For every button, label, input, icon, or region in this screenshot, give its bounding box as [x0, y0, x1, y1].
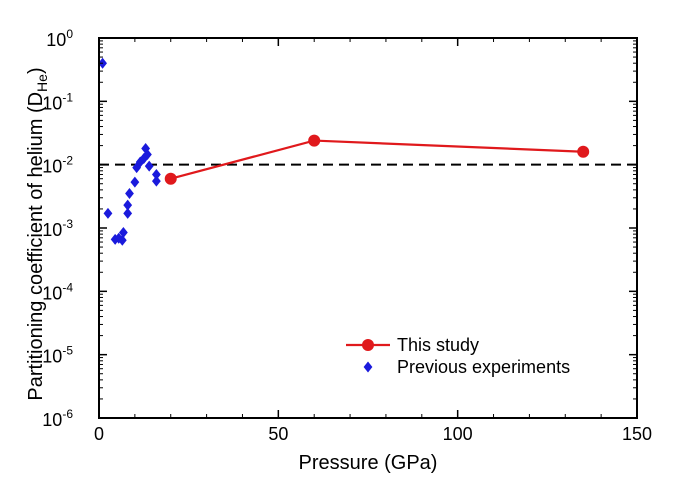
data-point-previous-14 [143, 148, 152, 160]
x-tick-label-0: 0 [94, 424, 104, 444]
data-point-previous-7 [123, 199, 133, 211]
data-point-previous-12 [139, 153, 149, 165]
data-point-previous-8 [125, 188, 134, 200]
data-point-previous-6 [123, 207, 133, 219]
y-tick-label-2: 10-4 [42, 280, 73, 303]
y-axis-title: Partitioning coefficient of helium (DHe) [25, 67, 50, 400]
data-point-previous-16 [151, 175, 161, 187]
series-line-this-study [170, 139, 584, 180]
data-point-this-study-1 [308, 134, 321, 147]
data-point-previous-4 [117, 234, 127, 246]
data-point-previous-1 [103, 207, 113, 219]
y-tick-label-4: 10-2 [42, 154, 73, 177]
y-tick-label-0: 10-6 [42, 407, 73, 430]
data-point-previous-5 [118, 226, 128, 238]
data-point-previous-17 [151, 168, 161, 180]
legend-label-0: This study [397, 335, 479, 355]
data-point-previous-15 [144, 160, 154, 172]
legend-marker-previous [363, 361, 373, 373]
x-tick-label-2: 100 [443, 424, 473, 444]
legend-label-1: Previous experiments [397, 357, 570, 377]
data-point-previous-9 [130, 176, 140, 188]
x-tick-label-1: 50 [268, 424, 288, 444]
data-point-previous-13 [141, 142, 151, 154]
x-axis-title: Pressure (GPa) [299, 452, 438, 474]
y-tick-label-6: 100 [46, 27, 73, 50]
data-point-this-study-2 [577, 145, 590, 158]
y-tick-label-3: 10-3 [42, 217, 73, 240]
data-point-this-study-0 [164, 172, 177, 185]
y-tick-label-1: 10-5 [42, 344, 73, 367]
x-tick-label-3: 150 [622, 424, 652, 444]
y-tick-label-5: 10-1 [42, 90, 73, 113]
legend-marker-this-study [362, 339, 374, 351]
